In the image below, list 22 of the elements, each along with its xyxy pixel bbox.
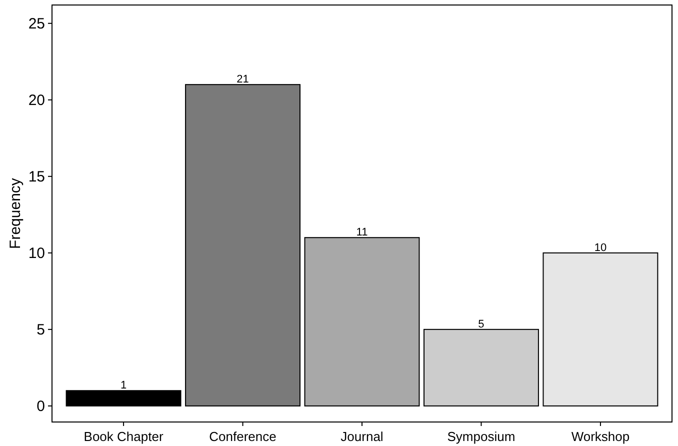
data-label: 1 xyxy=(120,380,127,392)
y-tick-label: 15 xyxy=(28,168,45,186)
y-tick-label: 20 xyxy=(28,92,45,110)
x-tick-label: Journal xyxy=(340,429,384,444)
data-label: 5 xyxy=(478,318,484,330)
x-tick-label: Book Chapter xyxy=(84,429,164,444)
data-label: 10 xyxy=(594,242,607,254)
x-tick-label: Symposium xyxy=(447,429,516,444)
y-tick-label: 25 xyxy=(28,16,45,33)
y-tick-label: 5 xyxy=(36,322,45,339)
bar xyxy=(304,237,420,406)
data-label: 11 xyxy=(356,226,368,239)
y-tick-label: 10 xyxy=(28,245,45,262)
y-tick-label: 0 xyxy=(36,398,45,416)
x-tick-label: Workshop xyxy=(571,429,630,444)
bar xyxy=(66,390,182,406)
y-axis-title: Frequency xyxy=(7,178,24,249)
bar xyxy=(542,252,658,406)
bar xyxy=(185,84,300,406)
x-tick-label: Conference xyxy=(209,429,276,444)
bar xyxy=(424,328,539,406)
data-label: 21 xyxy=(236,74,249,86)
